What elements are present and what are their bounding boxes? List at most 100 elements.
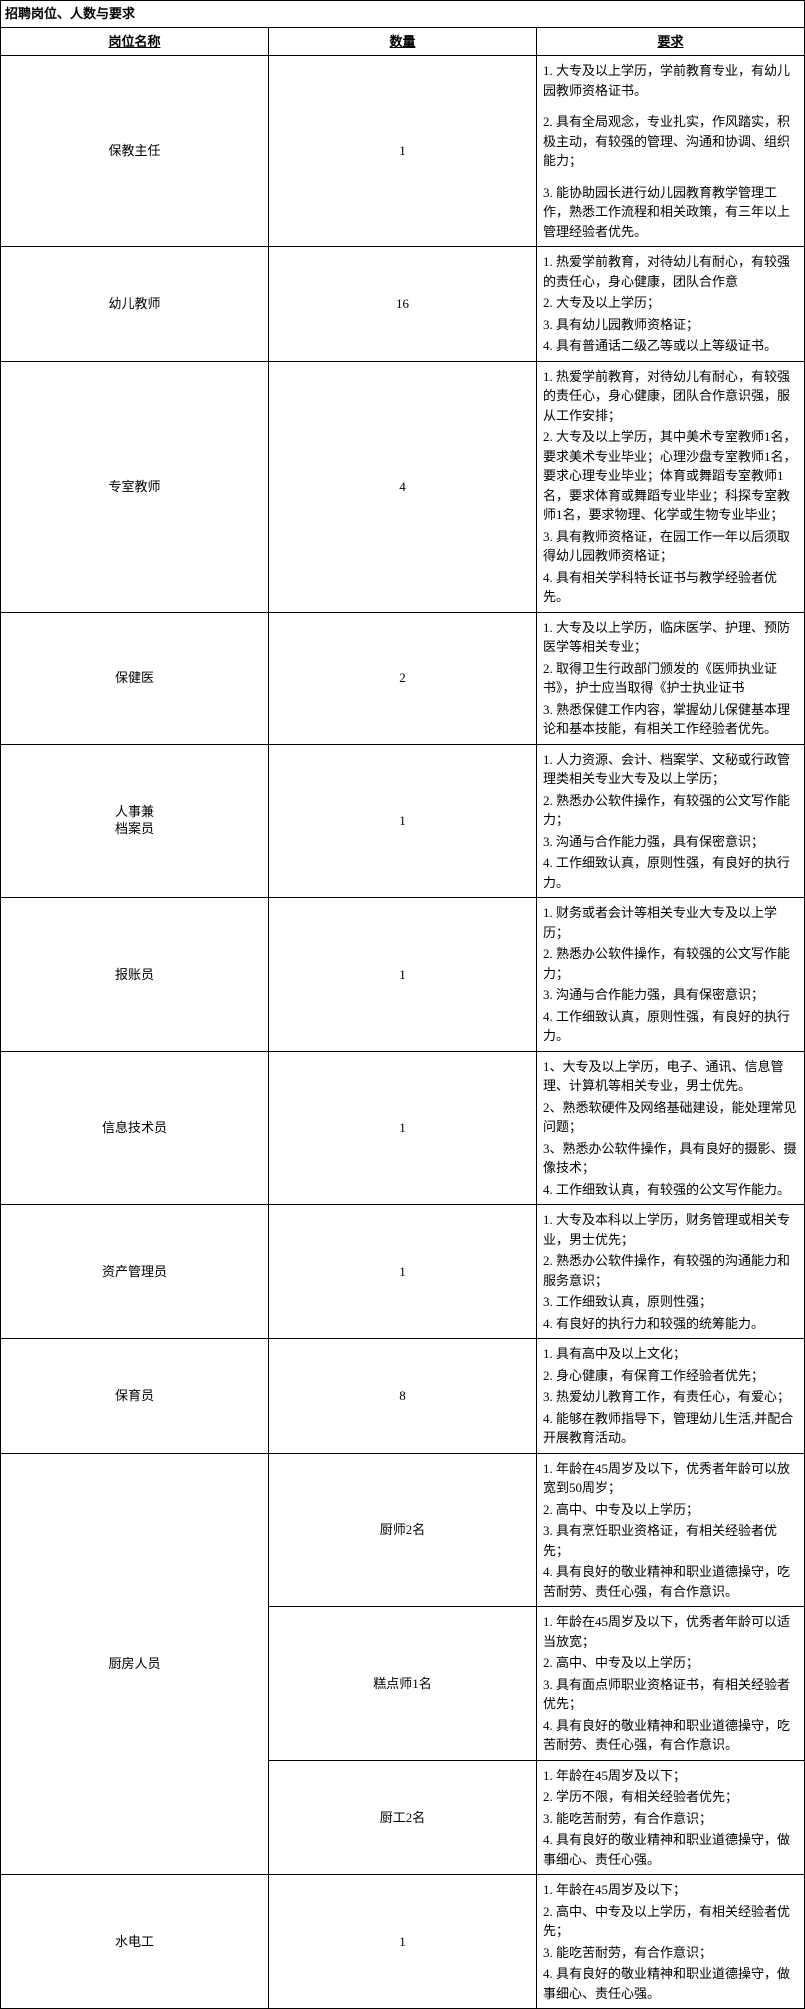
header-position: 岗位名称 [1, 27, 269, 56]
requirements-cell: 1. 年龄在45周岁及以下，优秀者年龄可以适当放宽；2. 高中、中专及以上学历；… [537, 1607, 805, 1761]
requirements-cell: 1. 大专及以上学历，学前教育专业，有幼儿园教师资格证书。 2. 具有全局观念，专… [537, 56, 805, 247]
requirements-cell: 1. 年龄在45周岁及以下，优秀者年龄可以放宽到50周岁；2. 高中、中专及以上… [537, 1453, 805, 1607]
requirement-line: 3. 熟悉保健工作内容，掌握幼儿保健基本理论和基本技能，有相关工作经验者优先。 [543, 699, 798, 740]
position-cell: 保育员 [1, 1339, 269, 1454]
quantity-cell: 16 [269, 247, 537, 362]
requirement-line: 4. 具有良好的敬业精神和职业道德操守，做事细心、责任心强。 [543, 1829, 798, 1870]
requirement-line: 3. 沟通与合作能力强，具有保密意识； [543, 831, 798, 853]
table-row: 保育员81. 具有高中及以上文化；2. 身心健康，有保育工作经验者优先；3. 热… [1, 1339, 805, 1454]
quantity-cell: 厨师2名 [269, 1453, 537, 1607]
requirements-cell: 1、大专及以上学历，电子、通讯、信息管理、计算机等相关专业，男士优先。2、熟悉软… [537, 1051, 805, 1205]
title-row: 招聘岗位、人数与要求 [1, 1, 805, 28]
requirement-line: 3、熟悉办公软件操作，具有良好的摄影、摄像技术； [543, 1138, 798, 1179]
requirement-line: 1. 年龄在45周岁及以下，优秀者年龄可以放宽到50周岁； [543, 1458, 798, 1499]
requirement-line: 3. 具有教师资格证，在园工作一年以后须取得幼儿园教师资格证； [543, 526, 798, 567]
quantity-cell: 糕点师1名 [269, 1607, 537, 1761]
requirement-line: 2. 大专及以上学历，其中美术专室教师1名，要求美术专业毕业；心理沙盘专室教师1… [543, 426, 798, 526]
quantity-cell: 厨工2名 [269, 1760, 537, 1875]
table-row: 水电工11. 年龄在45周岁及以下；2. 高中、中专及以上学历，有相关经验者优先… [1, 1875, 805, 2009]
requirement-line: 3. 能吃苦耐劳，有合作意识； [543, 1942, 798, 1964]
requirement-line: 1. 财务或者会计等相关专业大专及以上学历； [543, 902, 798, 943]
requirement-line: 2. 熟悉办公软件操作，有较强的沟通能力和服务意识； [543, 1250, 798, 1291]
requirement-line: 3. 具有面点师职业资格证书，有相关经验者优先； [543, 1674, 798, 1715]
requirement-line: 1. 人力资源、会计、档案学、文秘或行政管理类相关专业大专及以上学历； [543, 749, 798, 790]
requirement-line: 4. 具有相关学科特长证书与教学经验者优先。 [543, 567, 798, 608]
requirement-line: 3. 沟通与合作能力强，具有保密意识； [543, 984, 798, 1006]
requirement-line: 3. 具有烹饪职业资格证，有相关经验者优先； [543, 1520, 798, 1561]
requirement-line: 4. 能够在教师指导下，管理幼儿生活,并配合开展教育活动。 [543, 1408, 798, 1449]
requirements-cell: 1. 年龄在45周岁及以下；2. 高中、中专及以上学历，有相关经验者优先；3. … [537, 1875, 805, 2009]
requirements-cell: 1. 大专及以上学历，临床医学、护理、预防医学等相关专业；2. 取得卫生行政部门… [537, 612, 805, 744]
table-row: 人事兼档案员11. 人力资源、会计、档案学、文秘或行政管理类相关专业大专及以上学… [1, 744, 805, 898]
requirement-line: 2. 学历不限，有相关经验者优先； [543, 1786, 798, 1808]
requirement-line: 4. 具有良好的敬业精神和职业道德操守，吃苦耐劳、责任心强，有合作意识。 [543, 1561, 798, 1602]
requirements-cell: 1. 具有高中及以上文化；2. 身心健康，有保育工作经验者优先；3. 热爱幼儿教… [537, 1339, 805, 1454]
requirement-line: 1. 大专及以上学历，学前教育专业，有幼儿园教师资格证书。 [543, 60, 798, 101]
requirement-line: 4. 具有良好的敬业精神和职业道德操守，做事细心、责任心强。 [543, 1963, 798, 2004]
requirement-line: 1. 年龄在45周岁及以下，优秀者年龄可以适当放宽； [543, 1611, 798, 1652]
requirement-line: 1. 具有高中及以上文化； [543, 1343, 798, 1365]
requirement-line: 1. 年龄在45周岁及以下； [543, 1879, 798, 1901]
requirement-line: 4. 工作细致认真，原则性强，有良好的执行力。 [543, 852, 798, 893]
requirements-cell: 1. 财务或者会计等相关专业大专及以上学历；2. 熟悉办公软件操作，有较强的公文… [537, 898, 805, 1052]
requirement-line: 3. 能协助园长进行幼儿园教育教学管理工作，熟悉工作流程和相关政策，有三年以上管… [543, 182, 798, 243]
requirement-line: 2. 高中、中专及以上学历； [543, 1499, 798, 1521]
position-cell: 水电工 [1, 1875, 269, 2009]
table-row: 专室教师41. 热爱学前教育，对待幼儿有耐心，有较强的责任心，身心健康，团队合作… [1, 361, 805, 612]
quantity-cell: 4 [269, 361, 537, 612]
requirement-line: 1. 大专及以上学历，临床医学、护理、预防医学等相关专业； [543, 617, 798, 658]
quantity-cell: 1 [269, 898, 537, 1052]
requirement-line: 2. 具有全局观念，专业扎实，作风踏实，积极主动，有较强的管理、沟通和协调、组织… [543, 111, 798, 172]
requirement-line: 2. 熟悉办公软件操作，有较强的公文写作能力； [543, 943, 798, 984]
quantity-cell: 1 [269, 56, 537, 247]
table-title: 招聘岗位、人数与要求 [1, 1, 805, 28]
recruitment-table: 招聘岗位、人数与要求 岗位名称 数量 要求 保教主任11. 大专及以上学历，学前… [0, 0, 805, 2009]
table-row: 厨房人员厨师2名1. 年龄在45周岁及以下，优秀者年龄可以放宽到50周岁；2. … [1, 1453, 805, 1607]
position-cell: 幼儿教师 [1, 247, 269, 362]
table-row: 信息技术员11、大专及以上学历，电子、通讯、信息管理、计算机等相关专业，男士优先… [1, 1051, 805, 1205]
requirement-line: 4. 具有普通话二级乙等或以上等级证书。 [543, 335, 798, 357]
requirements-cell: 1. 年龄在45周岁及以下；2. 学历不限，有相关经验者优先；3. 能吃苦耐劳，… [537, 1760, 805, 1875]
requirement-line: 2. 高中、中专及以上学历； [543, 1652, 798, 1674]
requirements-cell: 1. 人力资源、会计、档案学、文秘或行政管理类相关专业大专及以上学历；2. 熟悉… [537, 744, 805, 898]
requirement-line: 3. 具有幼儿园教师资格证； [543, 314, 798, 336]
requirement-line: 1、大专及以上学历，电子、通讯、信息管理、计算机等相关专业，男士优先。 [543, 1056, 798, 1097]
quantity-cell: 1 [269, 1205, 537, 1339]
requirement-line: 4. 具有良好的敬业精神和职业道德操守，吃苦耐劳、责任心强，有合作意识。 [543, 1715, 798, 1756]
requirement-line: 4. 工作细致认真，有较强的公文写作能力。 [543, 1179, 798, 1201]
requirement-line: 2. 大专及以上学历； [543, 292, 798, 314]
position-cell: 报账员 [1, 898, 269, 1052]
requirement-line: 1. 大专及本科以上学历，财务管理或相关专业，男士优先； [543, 1209, 798, 1250]
requirements-cell: 1. 大专及本科以上学历，财务管理或相关专业，男士优先；2. 熟悉办公软件操作，… [537, 1205, 805, 1339]
requirement-line: 4. 工作细致认真，原则性强，有良好的执行力。 [543, 1006, 798, 1047]
quantity-cell: 1 [269, 1051, 537, 1205]
table-row: 幼儿教师161. 热爱学前教育，对待幼儿有耐心，有较强的责任心，身心健康，团队合… [1, 247, 805, 362]
table-row: 保健医21. 大专及以上学历，临床医学、护理、预防医学等相关专业；2. 取得卫生… [1, 612, 805, 744]
header-quantity: 数量 [269, 27, 537, 56]
position-cell: 保健医 [1, 612, 269, 744]
position-cell: 人事兼档案员 [1, 744, 269, 898]
position-cell: 保教主任 [1, 56, 269, 247]
requirement-line: 2. 身心健康，有保育工作经验者优先； [543, 1365, 798, 1387]
position-cell: 资产管理员 [1, 1205, 269, 1339]
requirements-cell: 1. 热爱学前教育，对待幼儿有耐心，有较强的责任心，身心健康，团队合作意识强，服… [537, 361, 805, 612]
quantity-cell: 1 [269, 744, 537, 898]
header-row: 岗位名称 数量 要求 [1, 27, 805, 56]
position-cell: 信息技术员 [1, 1051, 269, 1205]
requirement-line: 2、熟悉软硬件及网络基础建设，能处理常见问题； [543, 1097, 798, 1138]
position-cell: 专室教师 [1, 361, 269, 612]
table-row: 保教主任11. 大专及以上学历，学前教育专业，有幼儿园教师资格证书。 2. 具有全… [1, 56, 805, 247]
position-cell: 厨房人员 [1, 1453, 269, 1875]
requirements-cell: 1. 热爱学前教育，对待幼儿有耐心，有较强的责任心，身心健康，团队合作意2. 大… [537, 247, 805, 362]
header-requirements: 要求 [537, 27, 805, 56]
table-row: 报账员11. 财务或者会计等相关专业大专及以上学历；2. 熟悉办公软件操作，有较… [1, 898, 805, 1052]
requirement-line: 4. 有良好的执行力和较强的统筹能力。 [543, 1313, 798, 1335]
table-row: 资产管理员11. 大专及本科以上学历，财务管理或相关专业，男士优先；2. 熟悉办… [1, 1205, 805, 1339]
requirement-line: 2. 高中、中专及以上学历，有相关经验者优先； [543, 1901, 798, 1942]
requirement-line: 2. 取得卫生行政部门颁发的《医师执业证书》，护士应当取得《护士执业证书 [543, 658, 798, 699]
requirement-line: 1. 年龄在45周岁及以下； [543, 1765, 798, 1787]
quantity-cell: 8 [269, 1339, 537, 1454]
requirement-line: 3. 热爱幼儿教育工作，有责任心，有爱心； [543, 1386, 798, 1408]
requirement-line: 1. 热爱学前教育，对待幼儿有耐心，有较强的责任心，身心健康，团队合作意识强，服… [543, 366, 798, 427]
quantity-cell: 2 [269, 612, 537, 744]
